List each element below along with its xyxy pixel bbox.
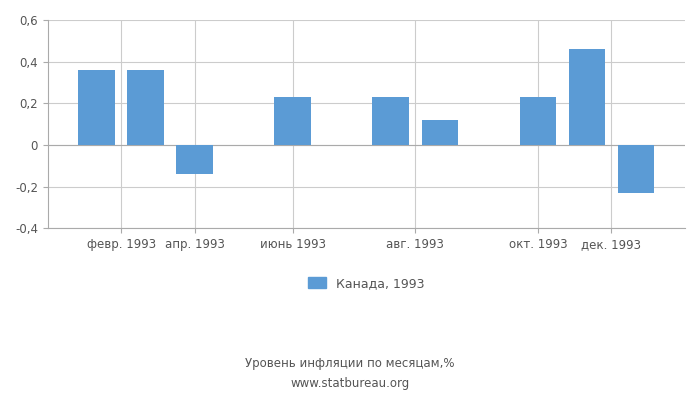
Bar	[617, 145, 654, 193]
Bar	[519, 97, 556, 145]
Bar	[176, 145, 214, 174]
Text: Уровень инфляции по месяцам,%: Уровень инфляции по месяцам,%	[245, 358, 455, 370]
Bar	[421, 120, 458, 145]
Bar	[127, 70, 164, 145]
Bar	[274, 97, 312, 145]
Text: www.statbureau.org: www.statbureau.org	[290, 378, 410, 390]
Bar	[568, 49, 606, 145]
Bar	[78, 70, 115, 145]
Legend: Канада, 1993: Канада, 1993	[302, 272, 430, 295]
Bar	[372, 97, 410, 145]
